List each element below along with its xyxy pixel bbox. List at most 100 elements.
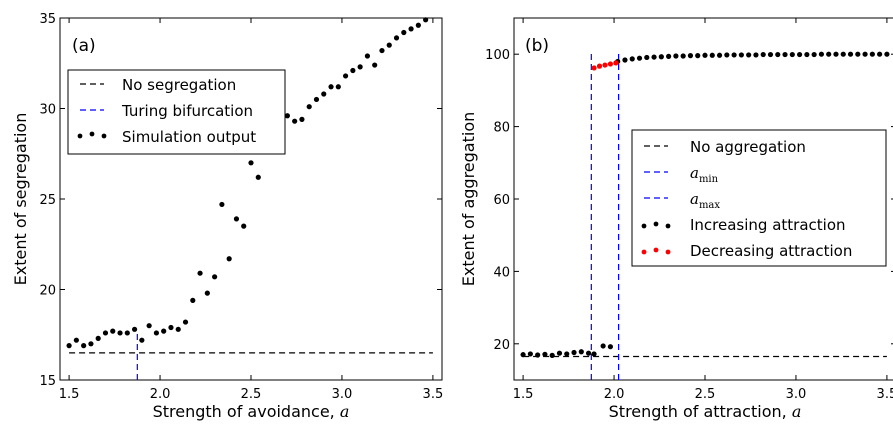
legend-turing-bifurcation-label: Turing bifurcation [121, 102, 253, 120]
panel-b-xtick-label-3: 3.0 [786, 387, 807, 402]
panel-b-series-0-point-2 [535, 352, 541, 358]
panel-b-series-0-point-28 [724, 52, 730, 58]
panel-b-series-0-point-44 [840, 51, 846, 57]
legend-decreasing-dot-2 [653, 247, 659, 253]
panel-a-series-0-point-46 [401, 29, 407, 36]
panel-a-series-0-point-13 [161, 328, 167, 334]
panel-b-series-0-point-27 [716, 52, 723, 58]
panel-b-series-0-point-47 [862, 51, 868, 57]
panel-b-series-0-point-22 [680, 53, 686, 59]
panel-b-series-0-point-14 [622, 57, 628, 63]
panel-a-series-0-point-26 [255, 174, 261, 180]
panel-a-y-axis-label: Extent of segregation [11, 113, 30, 286]
panel-a-series-0-point-4 [95, 335, 101, 341]
panel-a-series-0-point-36 [328, 84, 334, 90]
panel-a-ytick-label-4: 35 [39, 12, 56, 27]
panel-b-ytick-label-3: 80 [493, 121, 510, 136]
panel-a-series-0-point-37 [335, 84, 341, 90]
panel-a-series-0-point-33 [306, 104, 312, 110]
panel-a-series-0-point-11 [146, 323, 152, 329]
panel-b-series-0-point-26 [709, 52, 715, 58]
panel-b-series-0-point-41 [818, 51, 825, 57]
panel-a-series-0-point-17 [190, 297, 196, 303]
panel-b-series-1-point-0 [591, 65, 597, 71]
panel-b-series-0-point-32 [753, 52, 759, 58]
panel-a-series-0-point-47 [408, 26, 414, 32]
panel-a-label: (a) [72, 36, 96, 56]
panel-a-series-0-point-23 [233, 216, 240, 222]
panel-a-ytick-label-2: 25 [39, 193, 56, 208]
legend-simulation-dot-3 [101, 133, 107, 139]
panel-a-series-0-point-24 [241, 223, 247, 229]
legend-no-segregation-label: No segregation [122, 76, 236, 94]
panel-a-xtick-label-2: 2.5 [241, 387, 262, 402]
panel-b-series-0-point-29 [731, 52, 737, 58]
panel-b-ytick-label-4: 100 [485, 48, 510, 63]
panel-b-ytick-label-2: 60 [493, 193, 510, 208]
legend-increasing-attraction-label: Increasing attraction [690, 216, 846, 234]
legend-a-min-label: amin [690, 164, 719, 185]
panel-b-series-1-point-2 [602, 62, 608, 68]
panel-a-series-0-point-18 [197, 270, 203, 276]
panel-a-series-0-point-48 [415, 22, 421, 28]
panel-a-series-0-point-15 [175, 326, 181, 332]
legend-simulation-output-label: Simulation output [122, 128, 256, 146]
panel-a-series-0-point-6 [110, 328, 116, 334]
panel-a-series-0-point-30 [284, 113, 290, 119]
panel-b-xtick-label-2: 2.5 [695, 387, 716, 402]
panel-b-series-0-point-16 [636, 55, 643, 61]
panel-b-series-0-point-40 [811, 51, 817, 58]
panel-b-series-0-point-1 [527, 351, 533, 357]
panel-b-series-0-point-35 [775, 51, 781, 58]
panel-b-series-0-point-17 [644, 54, 650, 61]
panel-b-series-0-point-10 [591, 351, 597, 357]
panel-a-series-0-point-40 [357, 64, 363, 70]
panel-b-series-0-point-7 [571, 349, 577, 356]
panel-b-legend-box [631, 129, 887, 267]
panel-a-series-0-point-10 [139, 337, 145, 343]
panel-b-y-axis-label: Extent of aggregation [459, 112, 478, 287]
panel-a-series-0-point-3 [88, 341, 94, 347]
panel-b-ytick-label-0: 20 [493, 338, 510, 353]
panel-a-series-0-point-0 [66, 343, 72, 349]
panel-b-label: (b) [525, 36, 549, 56]
legend-decreasing-dot-1 [641, 249, 647, 255]
panel-a-legend: No segregation Turing bifurcation Simula… [67, 69, 286, 155]
panel-a-x-axis-label: Strength of avoidance, a [153, 402, 350, 421]
panel-b-series-0-point-24 [695, 53, 701, 59]
panel-a-series-0-point-45 [393, 35, 400, 41]
legend-decreasing-dot-3 [665, 249, 671, 255]
panel-a-series-0-point-43 [379, 47, 385, 54]
panel-b-series-0-point-11 [600, 343, 606, 349]
panel-b-series-0-point-18 [651, 54, 657, 60]
legend-simulation-dot-2 [89, 131, 95, 137]
panel-a-series-0-point-39 [350, 67, 356, 74]
panel-b-series-0-point-20 [666, 53, 672, 59]
panel-b: 1.5 2.0 2.5 3.0 3.5 20 40 60 80 100 (b) Strength … [459, 17, 893, 421]
legend-decreasing-attraction-label: Decreasing attraction [690, 242, 852, 260]
panel-a-ytick-label-3: 30 [39, 103, 56, 118]
panel-a-xtick-label-1: 2.0 [150, 387, 171, 402]
panel-a-series-0-point-35 [321, 91, 327, 97]
legend-no-aggregation-label: No aggregation [690, 138, 806, 156]
panel-a-series-0-point-20 [212, 274, 218, 280]
panel-b-ytick-label-1: 40 [493, 265, 510, 280]
panel-a-series-0-point-31 [292, 118, 298, 124]
panel-a-series-0-point-21 [219, 201, 225, 208]
panel-b-x-axis-label: Strength of attraction, a [609, 402, 802, 421]
panel-a-series-0-point-41 [364, 53, 371, 59]
panel-a-series-0-point-7 [117, 330, 123, 336]
legend-simulation-dot-1 [77, 133, 83, 139]
panel-b-series-0-point-8 [578, 349, 584, 355]
panel-a-series-0-point-44 [386, 42, 392, 48]
panel-b-series-0-point-38 [796, 51, 803, 58]
panel-a-series-0-point-49 [423, 17, 429, 23]
panel-b-series-0-point-5 [556, 350, 563, 356]
panel-a-series-0-point-2 [81, 343, 87, 349]
panel-b-series-0-point-9 [585, 350, 592, 356]
panel-b-series-0-point-42 [826, 51, 832, 57]
panel-a-series-0-point-22 [226, 256, 232, 262]
panel-a-series-0-point-42 [372, 62, 378, 68]
panel-b-series-0-point-45 [847, 51, 854, 57]
